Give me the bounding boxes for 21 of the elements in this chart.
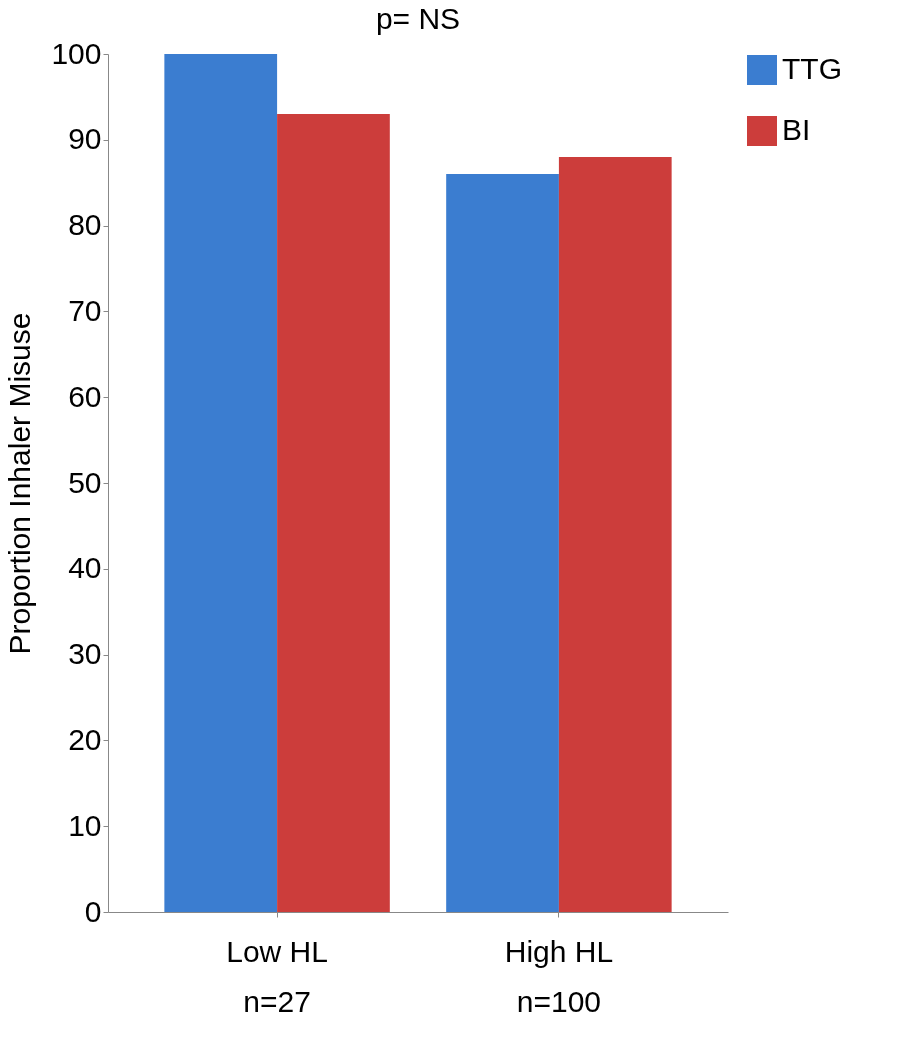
bar [558,156,672,912]
y-tick-label: 60 [68,379,102,413]
bar [277,114,390,912]
y-tick-label: 90 [68,122,102,156]
y-tick-label: 20 [68,722,102,756]
legend-label: TTG [782,52,842,85]
y-tick-label: 40 [68,551,102,585]
y-tick-label: 50 [68,465,102,499]
y-tick-label: 30 [68,637,102,671]
bar [164,54,278,912]
x-tick-label: Low HL n=27 [226,934,328,1018]
y-axis-title: Proportion Inhaler Misuse [3,312,37,655]
y-tick-label: 70 [68,293,102,327]
y-tick-label: 80 [68,208,102,242]
x-tick-label: High HL n=100 [504,934,614,1018]
legend-label: BI [782,113,811,146]
bar [446,174,559,912]
y-tick-label: 0 [84,894,102,928]
chart-title: p= NS [375,2,461,35]
y-tick-label: 10 [68,808,102,842]
y-tick-label: 100 [51,36,102,70]
